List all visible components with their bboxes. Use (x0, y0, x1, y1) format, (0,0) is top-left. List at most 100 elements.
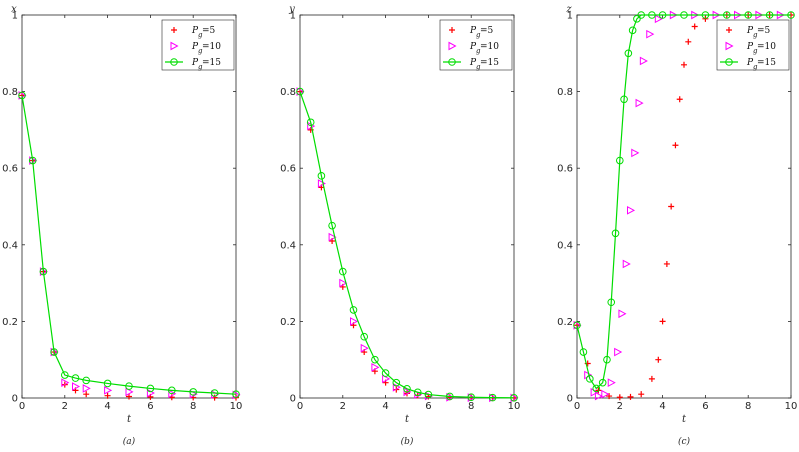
y-tick-label: 0.6 (2, 164, 18, 175)
data-point (232, 390, 240, 398)
data-point (628, 26, 637, 35)
x-tick-label: 6 (702, 401, 708, 412)
panel-caption: (b) (401, 436, 414, 447)
legend-marker (449, 27, 455, 33)
y-tick-label: 0 (12, 394, 18, 405)
data-point (598, 378, 607, 387)
x-tick-label: 0 (19, 401, 25, 412)
data-point (317, 179, 326, 188)
data-point (488, 393, 497, 402)
data-point (624, 49, 633, 58)
panel-caption: (a) (123, 436, 136, 447)
y-axis-label: y (288, 4, 295, 15)
x-axis-label: t (127, 414, 132, 425)
data-point (403, 385, 411, 393)
data-point (637, 11, 646, 19)
data-point (654, 14, 663, 24)
data-point (72, 382, 81, 391)
legend-label-value: =15 (202, 58, 221, 68)
y-tick-label: 0.6 (280, 164, 296, 175)
plot-area (21, 14, 237, 399)
data-point (104, 386, 113, 395)
data-point (701, 11, 710, 19)
data-point (61, 378, 70, 388)
series-3 (296, 87, 518, 402)
data-point (18, 91, 26, 100)
data-point (594, 391, 603, 401)
x-tick-label: 8 (190, 401, 196, 412)
data-point (668, 203, 675, 210)
legend-label-value: =10 (480, 42, 499, 52)
data-point (382, 374, 391, 384)
data-point (627, 205, 636, 215)
y-tick-label: 0 (567, 394, 573, 405)
data-point (125, 387, 134, 397)
legend-label-sub: g (753, 31, 758, 39)
legend-label-main: P (191, 58, 199, 68)
series-line (299, 91, 515, 399)
data-point (607, 298, 616, 307)
y-tick-label: 0.4 (280, 240, 296, 251)
data-point (392, 378, 401, 387)
data-point (317, 172, 326, 180)
x-tick-label: 4 (382, 401, 388, 412)
legend-label-value: =15 (757, 58, 776, 68)
data-point (360, 343, 369, 353)
data-point (765, 11, 774, 19)
data-point (691, 23, 698, 30)
legend-label-main: P (746, 26, 754, 36)
legend-label-value: =10 (757, 42, 776, 52)
y-axis-label: x (11, 4, 17, 15)
data-point (680, 11, 688, 19)
legend-marker (726, 27, 732, 33)
data-point (658, 11, 667, 19)
y-tick-label: 1 (12, 11, 18, 22)
data-point (413, 388, 422, 397)
data-point (339, 267, 347, 276)
data-point (638, 391, 645, 398)
x-tick-label: 8 (745, 401, 751, 412)
x-tick-label: 10 (785, 401, 798, 412)
y-tick-label: 0 (290, 394, 296, 405)
data-point (603, 355, 611, 364)
series-3 (573, 11, 795, 393)
plot-area (299, 14, 515, 399)
data-point (586, 375, 594, 383)
x-tick-label: 4 (104, 401, 110, 412)
legend-marker (170, 58, 178, 66)
data-point (590, 387, 599, 397)
data-point (71, 374, 80, 382)
data-point (210, 389, 219, 397)
x-tick-label: 4 (659, 401, 665, 412)
legend-label-value: =15 (480, 58, 499, 68)
legend-label-sub: g (198, 47, 203, 55)
legend-label-value: =5 (480, 26, 494, 36)
legend-label-value: =5 (202, 26, 216, 36)
data-point (467, 393, 476, 402)
data-point (663, 260, 670, 267)
data-point (655, 356, 662, 363)
data-point (306, 118, 315, 127)
data-point (616, 394, 623, 401)
legend-label-main: P (191, 42, 199, 52)
y-tick-label: 0.2 (280, 317, 296, 328)
x-tick-label: 2 (617, 401, 623, 412)
data-point (573, 321, 581, 330)
y-tick-label: 0.8 (2, 87, 18, 98)
data-point (622, 259, 631, 269)
legend-label-main: P (746, 42, 754, 52)
legend-label-value: =5 (757, 26, 771, 36)
y-tick-label: 1 (567, 11, 573, 22)
legend-marker (725, 58, 733, 66)
x-axis-label: t (405, 414, 410, 425)
legend-label-sub: g (476, 47, 481, 55)
y-tick-label: 1 (290, 11, 296, 22)
data-point (83, 391, 90, 398)
data-point (39, 267, 48, 276)
legend-label-main: P (469, 26, 477, 36)
